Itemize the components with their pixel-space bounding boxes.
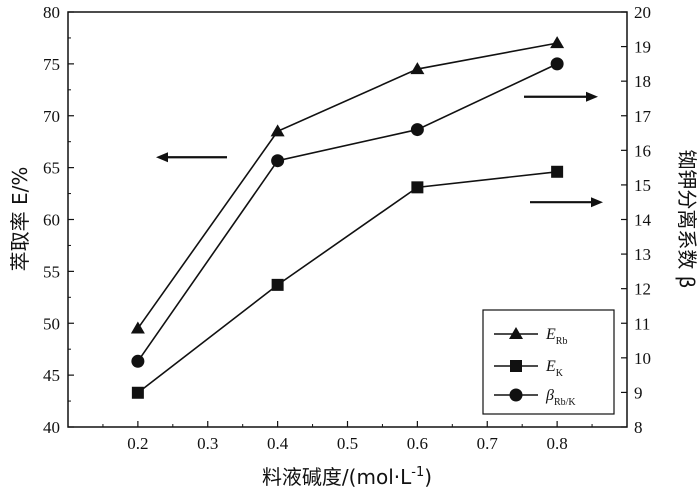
data-point-square — [411, 181, 424, 194]
right-y-tick-label: 20 — [634, 3, 651, 22]
right-arrow-lower-head — [591, 197, 603, 208]
data-point-circle — [410, 123, 424, 137]
left-y-axis-ticks: 40 45 50 55 60 65 70 75 80 — [43, 3, 74, 437]
right-y-tick-label: 18 — [634, 72, 651, 91]
x-tick-label: 0.4 — [267, 434, 289, 453]
legend-label: βRb/K — [545, 387, 576, 408]
x-tick-label: 0.5 — [337, 434, 358, 453]
x-tick-label: 0.8 — [547, 434, 568, 453]
x-axis-title-end: ) — [424, 465, 432, 489]
right-y-tick-label: 16 — [634, 141, 651, 160]
series-layer — [130, 36, 565, 399]
x-tick-label: 0.7 — [477, 434, 499, 453]
right-y-tick-label: 19 — [634, 38, 651, 57]
right-y-tick-label: 11 — [634, 314, 650, 333]
x-tick-label: 0.2 — [127, 434, 148, 453]
left-y-tick-label: 40 — [43, 418, 60, 437]
legend-marker-square — [510, 360, 522, 372]
data-point-circle — [550, 57, 564, 71]
data-point-square — [551, 165, 564, 178]
left-y-tick-label: 60 — [43, 211, 60, 230]
left-y-axis-title: 萃取率 E/% — [8, 167, 32, 272]
right-y-tick-label: 8 — [634, 418, 643, 437]
left-y-tick-label: 65 — [43, 159, 60, 178]
data-point-square — [131, 386, 144, 399]
right-y-axis-title: 铷钾分离系数 β — [675, 149, 699, 288]
data-point-circle — [131, 354, 145, 368]
right-y-tick-label: 9 — [634, 383, 643, 402]
right-arrow-upper-head — [586, 91, 598, 102]
data-point-triangle — [270, 124, 285, 137]
x-axis-title-superscript: -1 — [411, 465, 424, 480]
series-line-circle — [137, 63, 558, 362]
x-axis-title: 料液碱度/(mol·L-1) — [262, 465, 432, 489]
legend-marker-triangle — [509, 327, 523, 339]
legend-label: EK — [545, 358, 564, 379]
legend-box — [482, 309, 615, 415]
right-y-tick-label: 14 — [634, 211, 652, 230]
right-y-tick-label: 17 — [634, 107, 652, 126]
data-point-square — [271, 278, 284, 291]
series-line-triangle — [137, 42, 558, 329]
legend-label: ERb — [545, 326, 567, 347]
left-y-tick-label: 80 — [43, 3, 60, 22]
right-y-tick-label: 13 — [634, 245, 651, 264]
x-tick-label: 0.6 — [407, 434, 428, 453]
right-y-tick-label: 12 — [634, 280, 651, 299]
left-y-tick-label: 75 — [43, 55, 60, 74]
left-y-tick-label: 50 — [43, 314, 60, 333]
x-tick-label: 0.3 — [197, 434, 218, 453]
series-line-square — [137, 170, 558, 394]
left-y-tick-label: 70 — [43, 107, 60, 126]
left-y-tick-label: 55 — [43, 262, 60, 281]
data-point-triangle — [130, 321, 145, 334]
data-point-triangle — [550, 36, 565, 49]
right-y-tick-label: 15 — [634, 176, 651, 195]
legend: ERb EK βRb/K — [482, 309, 615, 415]
right-y-tick-label: 10 — [634, 349, 651, 368]
left-arrow-head — [156, 152, 168, 163]
right-y-axis-ticks: 8 9 10 11 12 13 14 15 16 17 18 19 20 — [621, 3, 652, 437]
left-y-tick-label: 45 — [43, 366, 60, 385]
data-point-triangle — [410, 62, 425, 75]
annotation-arrows — [156, 91, 603, 208]
x-axis-ticks: 0.2 0.3 0.4 0.5 0.6 0.7 0.8 — [102, 421, 593, 453]
legend-marker-circle — [509, 388, 523, 402]
data-point-circle — [271, 154, 285, 168]
